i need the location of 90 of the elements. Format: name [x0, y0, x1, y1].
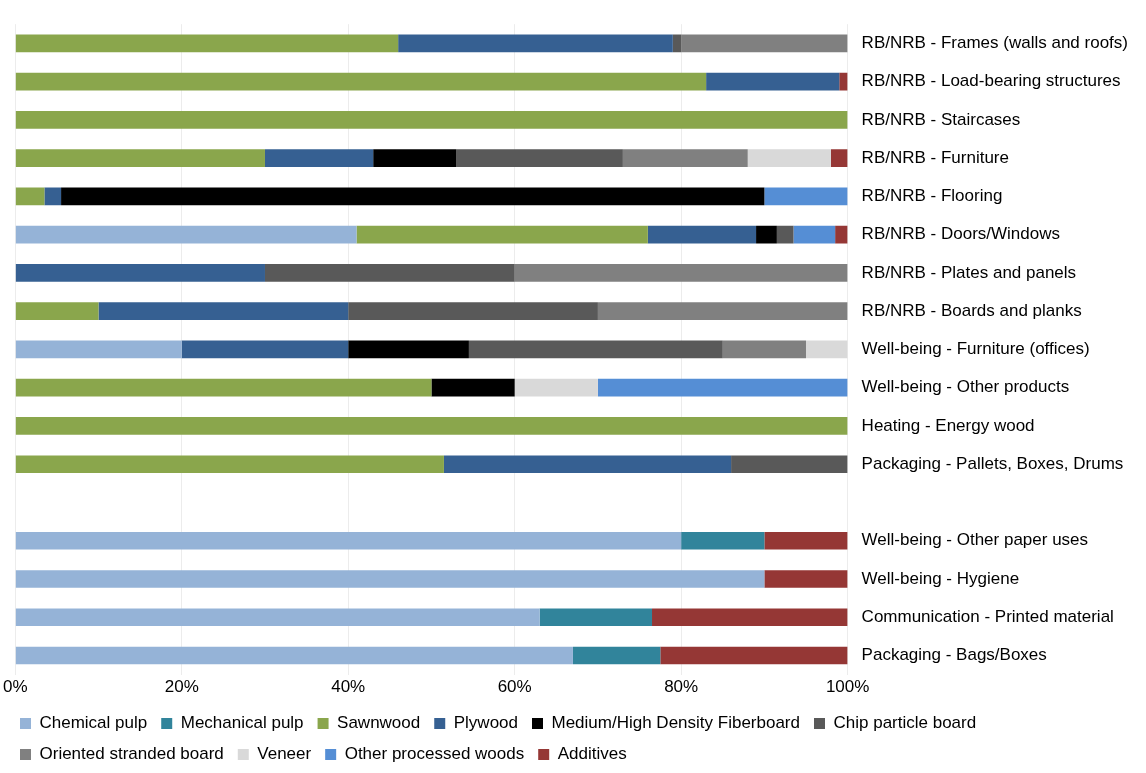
bar	[15, 187, 45, 206]
bar	[835, 225, 848, 244]
bar	[514, 264, 848, 282]
bar	[15, 340, 182, 359]
y-tick-label: Well-being - Hygiene	[861, 568, 1020, 588]
bar	[181, 340, 349, 359]
bar	[15, 570, 765, 588]
x-tick-label: 0%	[3, 677, 28, 697]
bar	[572, 646, 661, 665]
y-tick-label: Packaging - Bags/Boxes	[861, 645, 1047, 665]
bar	[443, 455, 732, 473]
bar	[468, 340, 723, 359]
bar	[830, 149, 848, 167]
bar	[764, 531, 848, 550]
x-tick-label: 40%	[331, 677, 366, 697]
bar	[756, 225, 777, 244]
bar	[672, 34, 682, 53]
bar	[706, 72, 840, 91]
bar	[15, 302, 99, 320]
y-tick-label: RB/NRB - Doors/Windows	[861, 224, 1060, 244]
bar	[597, 302, 848, 320]
bar	[98, 302, 349, 320]
bar	[681, 531, 765, 550]
bar	[15, 608, 540, 627]
bar	[264, 149, 374, 167]
y-tick-label: RB/NRB - Plates and panels	[861, 262, 1077, 282]
legend-label: Additives	[557, 744, 627, 764]
legend-label: Mechanical pulp	[180, 713, 304, 733]
bar	[681, 34, 848, 53]
bar	[15, 225, 357, 244]
legend-label: Chip particle board	[833, 713, 977, 733]
legend-label: Oriented stranded board	[39, 744, 224, 764]
bar	[373, 149, 457, 167]
bar	[356, 225, 648, 244]
bar	[776, 225, 794, 244]
bar	[264, 264, 515, 282]
bar	[15, 378, 432, 397]
bar	[15, 417, 848, 435]
bar	[806, 340, 848, 359]
x-tick-label: 100%	[825, 677, 870, 697]
bar	[15, 72, 707, 91]
bar	[764, 570, 848, 588]
x-tick-label: 60%	[497, 677, 532, 697]
bar	[764, 187, 848, 206]
y-tick-label: Well-being - Furniture (offices)	[861, 339, 1090, 359]
bar	[722, 340, 806, 359]
y-tick-label: RB/NRB - Furniture	[861, 147, 1009, 167]
bar	[539, 608, 653, 627]
bar	[15, 149, 265, 167]
bar	[15, 531, 682, 550]
bar	[652, 608, 848, 627]
bar	[456, 149, 623, 167]
bar	[398, 34, 673, 53]
bar	[431, 378, 515, 397]
bar	[348, 302, 598, 320]
y-tick-label: Communication - Printed material	[861, 606, 1114, 626]
bar	[660, 646, 848, 665]
bar	[15, 264, 265, 282]
bar	[839, 72, 848, 91]
y-tick-label: RB/NRB - Boards and planks	[861, 300, 1082, 320]
y-tick-label: RB/NRB - Staircases	[861, 109, 1021, 129]
legend-label: Plywood	[453, 713, 518, 733]
bar	[747, 149, 831, 167]
bar	[514, 378, 598, 397]
bar	[61, 187, 765, 206]
legend-label: Sawnwood	[337, 713, 421, 733]
bar	[15, 34, 399, 53]
legend-label: Other processed woods	[344, 744, 525, 764]
bar	[15, 111, 848, 129]
bar	[622, 149, 748, 167]
y-tick-label: RB/NRB - Flooring	[861, 186, 1003, 206]
legend-label: Medium/High Density Fiberboard	[551, 713, 800, 733]
bar	[348, 340, 469, 359]
bar	[731, 455, 848, 473]
legend-label: Chemical pulp	[39, 713, 148, 733]
y-tick-label: Packaging - Pallets, Boxes, Drums	[861, 453, 1124, 473]
bar	[15, 646, 573, 665]
bar	[597, 378, 848, 397]
y-tick-label: RB/NRB - Load-bearing structures	[861, 71, 1121, 91]
bar	[647, 225, 757, 244]
y-tick-label: RB/NRB - Frames (walls and roofs)	[861, 33, 1128, 53]
bar	[44, 187, 62, 206]
bar	[793, 225, 836, 244]
x-tick-label: 80%	[664, 677, 699, 697]
y-tick-label: Well-being - Other products	[861, 377, 1070, 397]
y-tick-label: Heating - Energy wood	[861, 415, 1035, 435]
x-tick-label: 20%	[164, 677, 199, 697]
legend-label: Veneer	[257, 744, 312, 764]
bar	[15, 455, 444, 473]
y-tick-label: Well-being - Other paper uses	[861, 530, 1089, 550]
